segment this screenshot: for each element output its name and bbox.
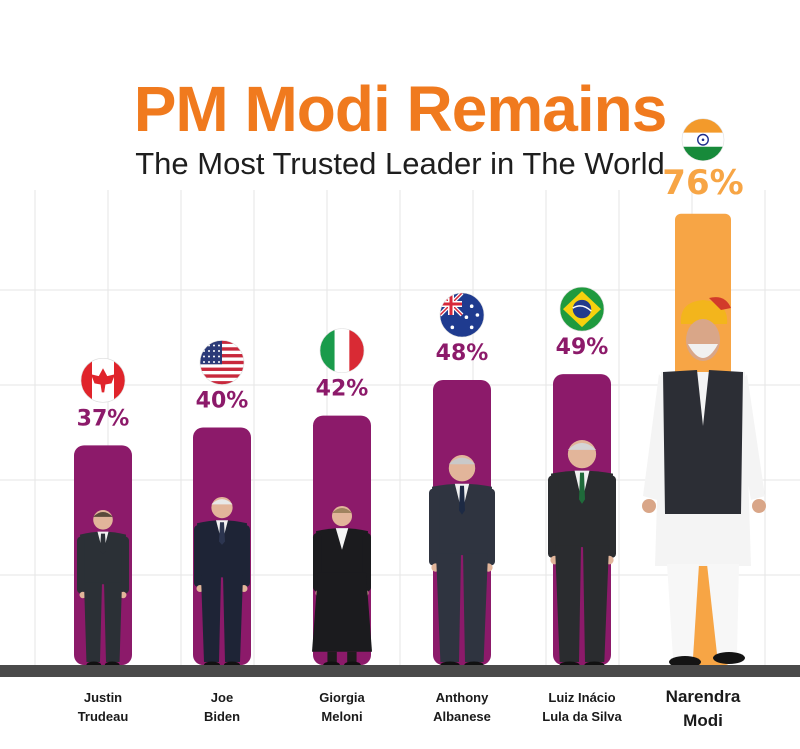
- australia-flag-icon: [439, 292, 485, 338]
- chart-title: PM Modi Remains: [133, 73, 668, 145]
- tick-label: Justin: [84, 690, 122, 705]
- tick-label: Joe: [211, 690, 233, 705]
- tick-label: Meloni: [321, 709, 362, 724]
- tick-label: Albanese: [433, 709, 491, 724]
- leader-figure: [548, 440, 616, 669]
- labels: 37% Justin Trudeau 40% Joe Biden 42% Giorgia Mel…: [77, 118, 744, 730]
- data-label: 37%: [77, 406, 130, 431]
- tick-label: Biden: [204, 709, 240, 724]
- tick-label: Trudeau: [78, 709, 129, 724]
- leader-figure: [312, 506, 372, 669]
- usa-flag-icon: [199, 340, 245, 385]
- canada-flag-icon: [80, 358, 126, 403]
- tick-label: Giorgia: [319, 690, 365, 705]
- brazil-flag-icon: [559, 286, 605, 332]
- india-flag-icon: [681, 118, 725, 162]
- data-label: 76%: [662, 163, 743, 203]
- leader-figures: [77, 297, 766, 669]
- leader-figure: [642, 297, 766, 668]
- data-label: 49%: [556, 335, 609, 360]
- tick-label: Anthony: [436, 690, 489, 705]
- data-label: 48%: [436, 341, 489, 366]
- tick-label: Luiz Inácio: [548, 690, 615, 705]
- tick-label: Modi: [683, 711, 723, 730]
- italy-flag-icon: [319, 328, 365, 373]
- bars: [74, 213, 731, 665]
- data-label: 40%: [196, 389, 249, 414]
- baseline: [0, 665, 800, 677]
- data-label: 42%: [316, 377, 369, 402]
- tick-label: Lula da Silva: [542, 709, 622, 724]
- chart-subtitle: The Most Trusted Leader in The World: [135, 146, 665, 181]
- leader-figure: [77, 510, 129, 669]
- tick-label: Narendra: [666, 687, 741, 706]
- leader-figure: [194, 497, 250, 669]
